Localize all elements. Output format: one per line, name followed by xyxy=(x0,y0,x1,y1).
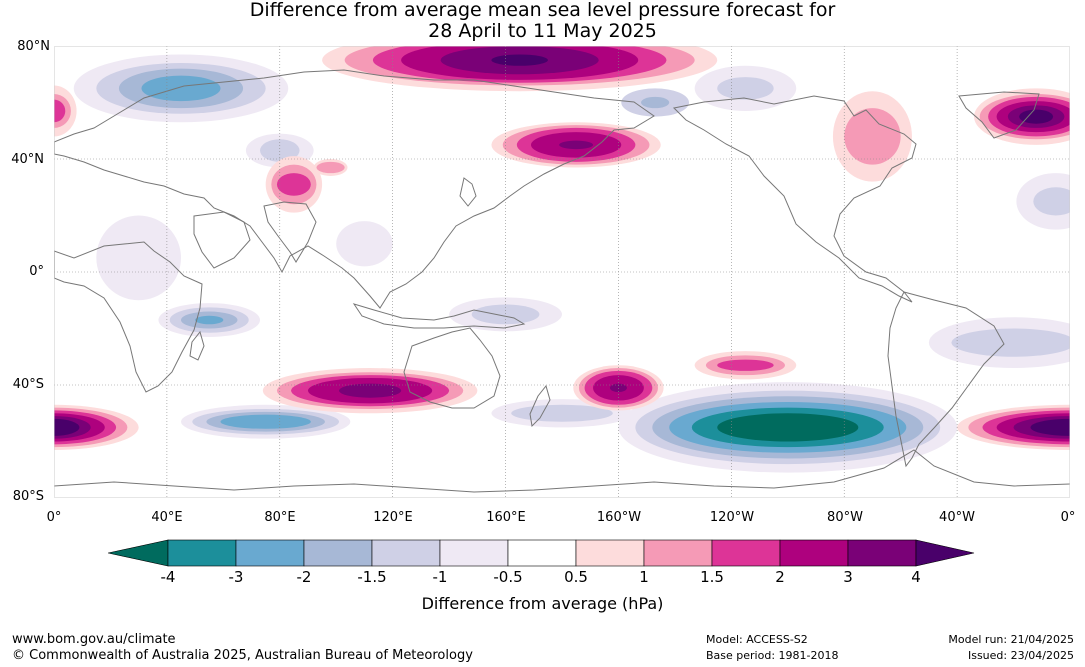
anomaly-contour xyxy=(1030,418,1070,436)
map-panel xyxy=(54,46,1070,498)
lat-label-40s: 40°S xyxy=(12,377,44,392)
lon-label-40w: 40°W xyxy=(939,510,975,525)
colorbar-swatch xyxy=(711,539,781,567)
chart-title: Difference from average mean sea level p… xyxy=(0,0,1085,42)
anomaly-contour xyxy=(471,304,540,325)
anomaly-contour xyxy=(260,139,300,162)
anomaly-contour xyxy=(220,414,311,429)
lon-label-0-left: 0° xyxy=(46,510,62,525)
colorbar-tick-label: -2 xyxy=(296,568,312,586)
colorbar-swatch xyxy=(303,539,373,567)
anomaly-contour xyxy=(559,140,594,150)
lat-label-80s: 80°S xyxy=(12,489,44,504)
colorbar-tick-label: 1.5 xyxy=(700,568,724,586)
coast-new-zealand xyxy=(529,384,551,428)
coast-arabia xyxy=(193,211,251,269)
colorbar-swatch xyxy=(371,539,441,567)
lon-label-120e: 120°E xyxy=(373,510,413,525)
colorbar xyxy=(108,539,975,567)
colorbar-tick-label: -1.5 xyxy=(357,568,387,586)
anomaly-map xyxy=(54,46,1070,498)
anomaly-contour xyxy=(641,96,670,109)
coast-greenland xyxy=(958,91,1040,139)
lon-label-160w: 160°W xyxy=(596,510,642,525)
colorbar-extend-low xyxy=(108,539,169,567)
anomaly-contour xyxy=(511,404,613,422)
colorbar-tick-label: 2 xyxy=(775,568,785,586)
lon-label-80e: 80°E xyxy=(264,510,296,525)
colorbar-swatch xyxy=(575,539,645,567)
anomaly-contour xyxy=(1033,187,1070,216)
anomaly-contour xyxy=(54,99,66,123)
anomaly-contour xyxy=(717,413,859,442)
coast-antarctica xyxy=(54,449,1070,493)
coast-australia xyxy=(403,327,501,409)
footer-copyright: © Commonwealth of Australia 2025, Austra… xyxy=(12,648,473,663)
anomaly-contour xyxy=(491,54,548,66)
footer-issued: Issued: 23/04/2025 xyxy=(967,649,1074,662)
lat-label-eq: 0° xyxy=(29,264,44,279)
colorbar-tick-label: -0.5 xyxy=(493,568,523,586)
graticule xyxy=(54,46,1070,498)
anomaly-contour xyxy=(276,173,311,196)
colorbar-label: Difference from average (hPa) xyxy=(421,594,664,613)
anomaly-contour xyxy=(717,359,774,371)
anomaly-contour xyxy=(951,328,1070,357)
title-line-1: Difference from average mean sea level p… xyxy=(249,0,836,21)
colorbar-tick-label: -4 xyxy=(160,568,176,586)
title-line-2: 28 April to 11 May 2025 xyxy=(428,20,657,42)
footer-website: www.bom.gov.au/climate xyxy=(12,632,176,647)
colorbar-swatch xyxy=(167,539,237,567)
coast-south-america xyxy=(887,291,1005,468)
anomaly-contour xyxy=(609,383,627,393)
coast-madagascar xyxy=(189,330,205,361)
footer-base-period: Base period: 1981-2018 xyxy=(706,649,839,662)
colorbar-swatch xyxy=(779,539,849,567)
coast-eurasia xyxy=(54,69,655,309)
lon-label-120w: 120°W xyxy=(709,510,755,525)
anomaly-contour xyxy=(316,161,345,174)
colorbar-tick-label: -3 xyxy=(228,568,244,586)
footer-model-run: Model run: 21/04/2025 xyxy=(948,633,1074,646)
colorbar-tick-label: 4 xyxy=(911,568,921,586)
lon-label-80w: 80°W xyxy=(827,510,863,525)
lon-label-0-right: 0° xyxy=(1060,510,1076,525)
colorbar-swatch xyxy=(643,539,713,567)
anomaly-contour xyxy=(717,77,774,100)
colorbar-tick-label: 0.5 xyxy=(564,568,588,586)
colorbar-swatch xyxy=(847,539,917,567)
lat-label-40n: 40°N xyxy=(11,152,44,167)
coast-africa xyxy=(54,241,203,393)
colorbar-tick-label: 3 xyxy=(843,568,853,586)
colorbar-swatch xyxy=(507,539,577,567)
colorbar-tick-label: -1 xyxy=(432,568,448,586)
lon-label-160e: 160°E xyxy=(486,510,526,525)
lon-label-40e: 40°E xyxy=(151,510,183,525)
map-frame xyxy=(54,46,1070,498)
coastlines xyxy=(54,69,1070,493)
coast-japan xyxy=(459,177,477,207)
colorbar-tick-label: 1 xyxy=(639,568,649,586)
colorbar-swatch xyxy=(439,539,509,567)
anomaly-contour xyxy=(339,383,402,398)
anomaly-contour xyxy=(336,221,393,267)
anomaly-contour xyxy=(844,108,901,165)
coast-indonesia xyxy=(352,303,526,329)
colorbar-swatch xyxy=(235,539,305,567)
anomaly-contour xyxy=(54,418,80,436)
anomaly-contour xyxy=(141,75,221,102)
footer-model: Model: ACCESS-S2 xyxy=(706,633,808,646)
anomaly-contour xyxy=(96,215,181,301)
lat-label-80n: 80°N xyxy=(17,39,50,54)
anomaly-contour xyxy=(1019,109,1054,124)
anomaly-contour xyxy=(195,315,224,325)
colorbar-extend-high xyxy=(915,539,975,567)
coast-india xyxy=(263,201,317,263)
